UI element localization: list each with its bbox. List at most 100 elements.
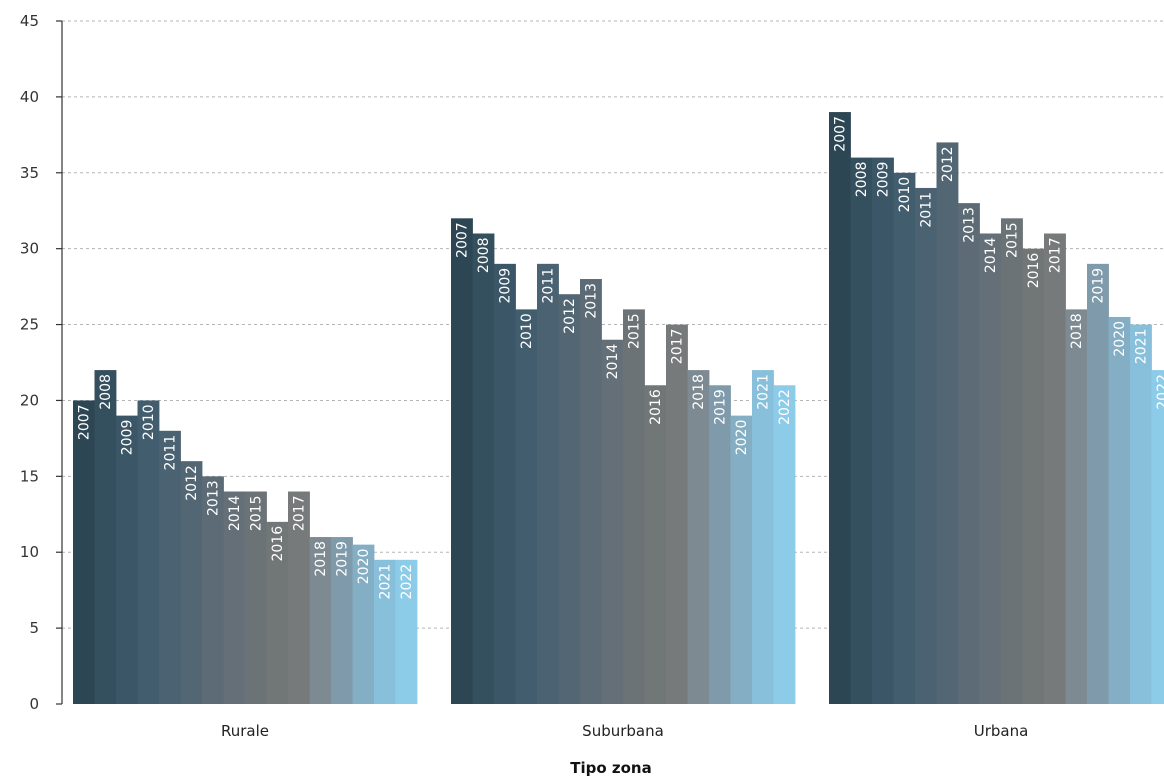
bar-year-label: 2016 xyxy=(648,389,664,425)
bar-year-label: 2017 xyxy=(670,329,686,365)
bar-suburbana-2016 xyxy=(644,385,667,704)
bar-rurale-2014 xyxy=(223,491,246,704)
bar-year-label: 2021 xyxy=(378,564,394,600)
bar-urbana-2012 xyxy=(936,142,959,704)
bar-year-label: 2018 xyxy=(313,541,329,577)
y-tick-label: 10 xyxy=(20,543,39,561)
bar-rurale-2021 xyxy=(374,559,396,704)
bar-rurale-2012 xyxy=(180,461,203,704)
bar-year-label: 2020 xyxy=(1112,321,1128,357)
y-tick-label: 25 xyxy=(20,316,39,334)
bar-year-label: 2018 xyxy=(691,374,707,410)
bar-rurale-2010 xyxy=(137,400,160,704)
bar-year-label: 2007 xyxy=(455,222,471,258)
bar-urbana-2011 xyxy=(915,187,937,704)
bar-suburbana-2013 xyxy=(580,279,602,704)
bar-year-label: 2015 xyxy=(249,496,265,532)
bar-year-label: 2010 xyxy=(141,404,157,440)
bar-year-label: 2010 xyxy=(519,313,535,349)
bar-year-label: 2020 xyxy=(356,549,372,585)
bar-rurale-2022 xyxy=(395,559,418,704)
bar-suburbana-2020 xyxy=(730,415,753,704)
bar-rurale-2011 xyxy=(159,430,181,704)
bar-urbana-2007 xyxy=(829,112,851,705)
bar-rurale-2019 xyxy=(331,537,353,704)
bar-year-label: 2017 xyxy=(292,496,308,532)
bar-year-label: 2014 xyxy=(227,495,243,531)
x-category-label: Suburbana xyxy=(582,722,664,740)
bar-suburbana-2017 xyxy=(666,324,688,704)
y-axis: 0 5 10 15 20 25 30 35 40 45 xyxy=(20,12,63,713)
bar-urbana-2010 xyxy=(893,172,916,704)
bar-year-label: 2007 xyxy=(833,116,849,152)
bar-suburbana-2015 xyxy=(623,309,645,704)
bar-urbana-2019 xyxy=(1087,263,1109,704)
bar-urbana-2022 xyxy=(1151,370,1164,704)
bar-urbana-2018 xyxy=(1065,309,1088,704)
bar-year-label: 2015 xyxy=(1005,222,1021,258)
bar-year-label: 2022 xyxy=(399,564,415,600)
bar-year-label: 2013 xyxy=(962,207,978,243)
bar-urbana-2016 xyxy=(1022,248,1045,704)
bar-year-label: 2009 xyxy=(498,268,514,304)
bar-year-label: 2012 xyxy=(184,465,200,501)
y-tick-label: 0 xyxy=(29,695,39,713)
bar-year-label: 2011 xyxy=(541,268,557,304)
bar-rurale-2016 xyxy=(266,521,289,704)
bar-rurale-2009 xyxy=(116,415,138,704)
bar-year-label: 2008 xyxy=(854,162,870,198)
bar-urbana-2021 xyxy=(1130,324,1152,704)
bar-year-label: 2018 xyxy=(1069,313,1085,349)
bar-suburbana-2018 xyxy=(687,370,710,704)
y-tick-label: 15 xyxy=(20,467,39,485)
bar-urbana-2014 xyxy=(979,233,1002,704)
bar-year-label: 2011 xyxy=(163,435,179,471)
y-tick-label: 5 xyxy=(29,619,39,637)
bar-year-label: 2020 xyxy=(734,420,750,456)
bar-year-label: 2019 xyxy=(713,389,729,425)
y-tick-label: 20 xyxy=(20,391,39,409)
bar-rurale-2007 xyxy=(73,400,95,704)
x-category-label: Rurale xyxy=(221,722,269,740)
bar-urbana-2015 xyxy=(1001,218,1023,705)
bar-year-label: 2017 xyxy=(1048,237,1064,273)
bar-year-label: 2013 xyxy=(584,283,600,319)
bar-year-label: 2014 xyxy=(605,344,621,380)
bar-year-label: 2016 xyxy=(1026,253,1042,289)
bar-suburbana-2021 xyxy=(752,370,774,704)
bar-year-label: 2022 xyxy=(777,389,793,425)
bar-suburbana-2007 xyxy=(451,218,473,705)
bar-year-label: 2021 xyxy=(756,374,772,410)
bar-suburbana-2014 xyxy=(601,339,624,704)
bar-year-label: 2008 xyxy=(98,374,114,410)
bar-year-label: 2009 xyxy=(120,420,136,456)
bar-rurale-2020 xyxy=(352,544,375,704)
bar-suburbana-2012 xyxy=(558,294,581,704)
bar-year-label: 2012 xyxy=(562,298,578,334)
bar-suburbana-2008 xyxy=(472,233,495,704)
bar-year-labels: 2007 2008 2009 2010 2011 2012 2013 2014 2015 2016… xyxy=(77,116,1164,599)
bar-urbana-2008 xyxy=(850,157,873,705)
bar-suburbana-2019 xyxy=(709,385,731,704)
bar-year-label: 2019 xyxy=(1091,268,1107,304)
bar-year-label: 2009 xyxy=(876,162,892,198)
bar-suburbana-2022 xyxy=(773,385,796,704)
bar-year-label: 2016 xyxy=(270,526,286,562)
bar-urbana-2017 xyxy=(1044,233,1066,704)
bar-year-label: 2007 xyxy=(77,404,93,440)
bar-year-label: 2011 xyxy=(919,192,935,228)
bar-urbana-2020 xyxy=(1108,316,1131,704)
bar-suburbana-2011 xyxy=(537,263,559,704)
bar-year-label: 2008 xyxy=(476,237,492,273)
bar-suburbana-2009 xyxy=(494,263,516,704)
x-axis-title: Tipo zona xyxy=(570,759,651,777)
bar-rurale-2015 xyxy=(245,491,267,704)
bar-suburbana-2010 xyxy=(515,309,538,704)
x-category-label: Urbana xyxy=(974,722,1029,740)
y-tick-label: 40 xyxy=(20,88,39,106)
bar-year-label: 2015 xyxy=(627,313,643,349)
bar-year-label: 2022 xyxy=(1155,374,1164,410)
x-axis-category-labels: Rurale Suburbana Urbana xyxy=(221,722,1028,740)
bar-year-label: 2021 xyxy=(1134,329,1150,365)
